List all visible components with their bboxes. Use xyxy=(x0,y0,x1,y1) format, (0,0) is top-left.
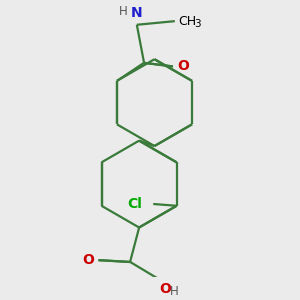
Text: CH: CH xyxy=(178,15,196,28)
Text: H: H xyxy=(170,285,179,298)
Text: N: N xyxy=(131,6,142,20)
Text: O: O xyxy=(82,253,94,267)
Text: 3: 3 xyxy=(194,19,200,29)
Text: O: O xyxy=(159,282,171,296)
Text: Cl: Cl xyxy=(128,197,142,211)
Text: H: H xyxy=(119,4,128,17)
Text: O: O xyxy=(178,59,189,74)
